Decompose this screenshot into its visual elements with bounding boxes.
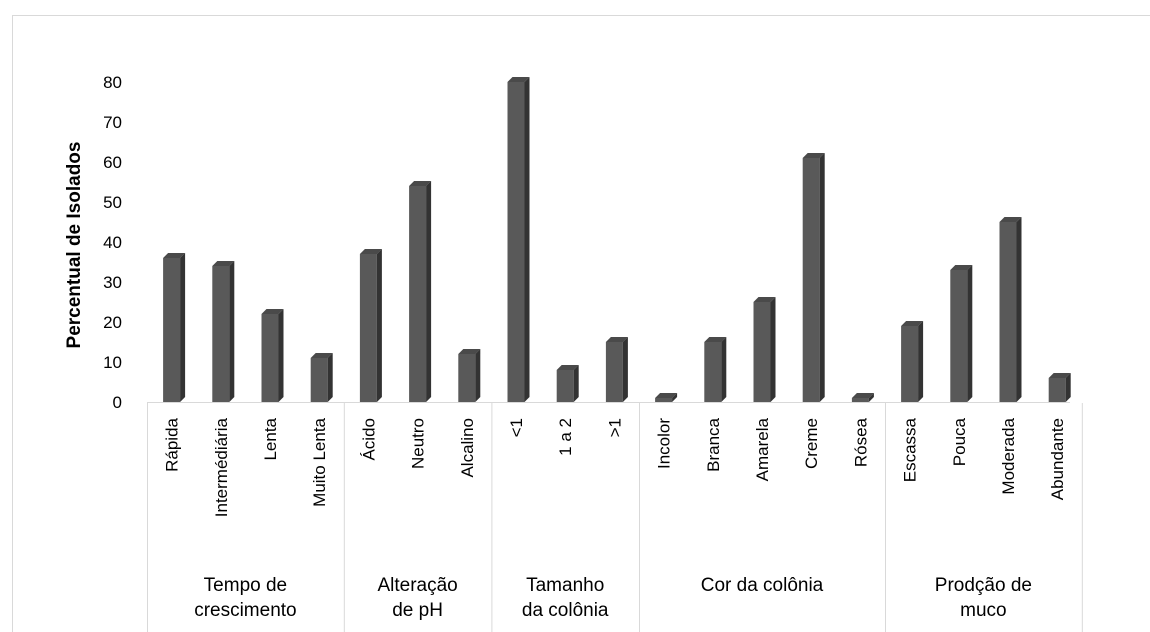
bar xyxy=(605,342,623,402)
y-axis-title: Percentual de Isolados xyxy=(64,142,85,349)
group-label: Prodção de xyxy=(935,575,1032,596)
y-tick-label: 10 xyxy=(103,353,122,372)
bar-side-face xyxy=(918,321,924,402)
bar xyxy=(458,354,476,402)
bar-top-face xyxy=(261,309,284,314)
bar-side-face xyxy=(573,365,579,402)
x-category-label: Ácido xyxy=(359,418,378,461)
x-category-label: Rápida xyxy=(163,417,182,471)
bar-side-face xyxy=(770,297,776,402)
y-tick-label: 70 xyxy=(103,113,122,132)
x-category-label: Branca xyxy=(704,417,723,471)
bar xyxy=(950,270,968,402)
x-category-label: >1 xyxy=(605,418,624,437)
x-category-label: Amarela xyxy=(753,417,772,481)
bar xyxy=(310,358,328,402)
bar-top-face xyxy=(556,365,579,370)
bar-side-face xyxy=(868,393,874,402)
bar-side-face xyxy=(475,349,481,402)
bar xyxy=(753,302,771,402)
bar-top-face xyxy=(507,77,530,82)
group-label: da colônia xyxy=(522,600,609,621)
frame-border-top xyxy=(12,15,1150,16)
bar-top-face xyxy=(753,297,776,302)
frame-border-left xyxy=(12,15,13,632)
bar-side-face xyxy=(819,153,825,402)
bar-top-face xyxy=(458,349,481,354)
y-tick-label: 40 xyxy=(103,233,122,252)
bar xyxy=(999,222,1017,402)
bar xyxy=(1048,378,1066,402)
group-label: Tempo de xyxy=(204,575,287,596)
x-category-label: Creme xyxy=(802,418,821,469)
bar xyxy=(212,266,230,402)
bar-side-face xyxy=(376,249,382,402)
y-tick-label: 60 xyxy=(103,153,122,172)
bar-side-face xyxy=(1065,373,1071,402)
group-label: muco xyxy=(960,600,1006,621)
group-label: Cor da colônia xyxy=(701,575,824,596)
bar-side-face xyxy=(721,337,727,402)
x-category-label: Lenta xyxy=(261,417,280,460)
bar-top-face xyxy=(851,393,874,398)
bar xyxy=(409,186,427,402)
group-label: Alteração xyxy=(377,575,457,596)
bar xyxy=(261,314,279,402)
x-category-label: Moderada xyxy=(999,417,1018,494)
x-category-label: <1 xyxy=(507,418,526,437)
bar-top-face xyxy=(901,321,924,326)
bar-top-face xyxy=(950,265,973,270)
bar-side-face xyxy=(967,265,973,402)
bar xyxy=(704,342,722,402)
bar xyxy=(802,158,820,402)
bar xyxy=(655,398,673,402)
x-category-label: Incolor xyxy=(655,418,674,469)
bar-side-face xyxy=(327,353,333,402)
bar-top-face xyxy=(605,337,628,342)
x-category-label: Rósea xyxy=(851,417,870,467)
y-tick-label: 20 xyxy=(103,313,122,332)
group-label: crescimento xyxy=(194,600,296,621)
bar-side-face xyxy=(278,309,284,402)
x-category-label: Abundante xyxy=(1048,418,1067,500)
x-category-label: Intermédiária xyxy=(212,417,231,517)
x-category-label: Alcalino xyxy=(458,418,477,478)
bar-top-face xyxy=(212,261,235,266)
bar xyxy=(851,398,869,402)
bar-side-face xyxy=(622,337,628,402)
bar-side-face xyxy=(180,253,186,402)
bar xyxy=(163,258,181,402)
bar-top-face xyxy=(999,217,1022,222)
bar-top-face xyxy=(310,353,333,358)
x-category-label: Escassa xyxy=(901,417,920,482)
bar-top-face xyxy=(163,253,186,258)
bar-side-face xyxy=(672,393,678,402)
bar xyxy=(556,370,574,402)
y-tick-label: 0 xyxy=(113,393,122,412)
bar-top-face xyxy=(655,393,678,398)
bar-top-face xyxy=(359,249,382,254)
group-label: Tamanho xyxy=(526,575,604,596)
bar-side-face xyxy=(426,181,432,402)
bar-top-face xyxy=(802,153,825,158)
bar-top-face xyxy=(409,181,432,186)
bar xyxy=(507,82,525,402)
bar-top-face xyxy=(704,337,727,342)
x-category-label: 1 a 2 xyxy=(556,418,575,456)
group-label: de pH xyxy=(392,600,443,621)
y-tick-label: 30 xyxy=(103,273,122,292)
y-tick-label: 80 xyxy=(103,73,122,92)
y-tick-label: 50 xyxy=(103,193,122,212)
bar xyxy=(901,326,919,402)
bar-top-face xyxy=(1048,373,1071,378)
bar-side-face xyxy=(524,77,530,402)
bar xyxy=(359,254,377,402)
x-category-label: Muito Lenta xyxy=(310,417,329,506)
bar-side-face xyxy=(1016,217,1022,402)
x-category-label: Pouca xyxy=(950,417,969,466)
x-category-label: Neutro xyxy=(409,418,428,469)
bar-side-face xyxy=(229,261,235,402)
